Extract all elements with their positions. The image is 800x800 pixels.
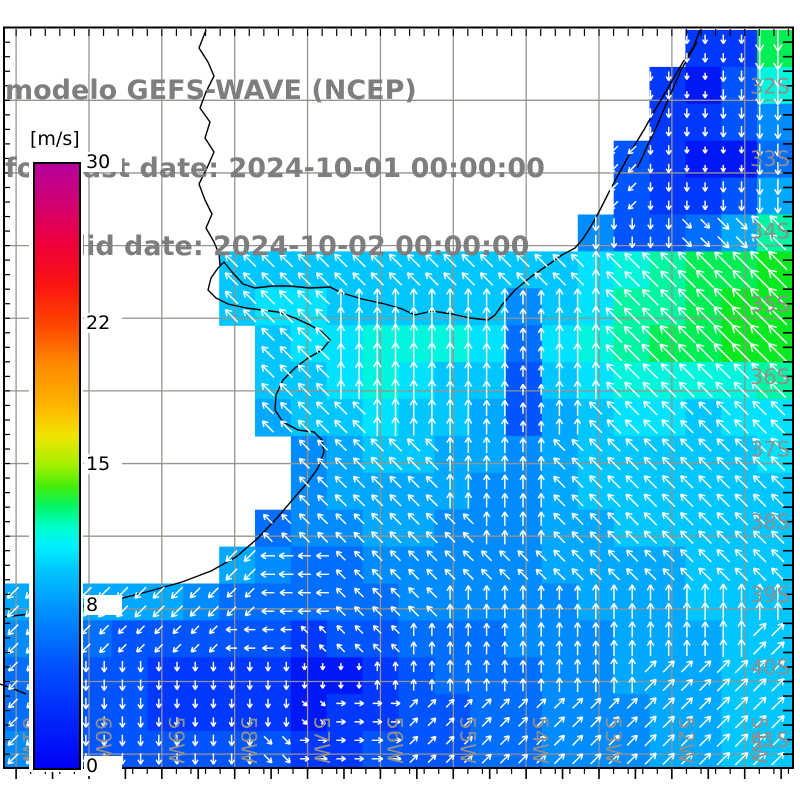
lon-label: 56W [382,717,406,765]
lat-label: 38S [750,510,790,534]
colorbar-tick-label: 0 [84,756,122,776]
lon-label: 58W [237,717,261,765]
lon-label: 53W [601,717,625,765]
colorbar-unit-label: [m/s] [30,128,80,150]
lon-label: 51W [747,717,771,765]
wind-arrows [6,27,788,766]
colorbar-gradient [33,162,81,770]
lat-label: 40S [750,656,790,680]
lon-labels: 61W60W59W58W57W56W55W54W53W52W51W [18,717,771,765]
lon-label: 57W [310,717,334,765]
colorbar [29,158,83,772]
lat-label: 36S [750,365,790,389]
lat-label: 32S [750,74,790,98]
frame-ticks [4,29,793,779]
lat-label: 35S [750,292,790,316]
colorbar-tick-label: 22 [84,313,122,334]
lat-label: 33S [750,147,790,171]
lat-label: 39S [750,583,790,607]
colorbar-tick-label: 8 [84,594,122,615]
lon-label: 55W [455,717,479,765]
lat-label: 34S [750,220,790,244]
colorbar-tick-label: 15 [84,454,122,474]
lon-label: 54W [528,717,552,765]
colorbar-tick-label: 30 [84,152,122,172]
lat-labels: 32S 33S 34S 35S 36S 37S 38S 39S 40S 41S [750,74,790,752]
map-frame [3,26,794,769]
lat-label: 37S [750,438,790,462]
lon-label: 52W [674,717,698,765]
lon-label: 59W [164,717,188,765]
lat-label: 41S [750,728,790,752]
